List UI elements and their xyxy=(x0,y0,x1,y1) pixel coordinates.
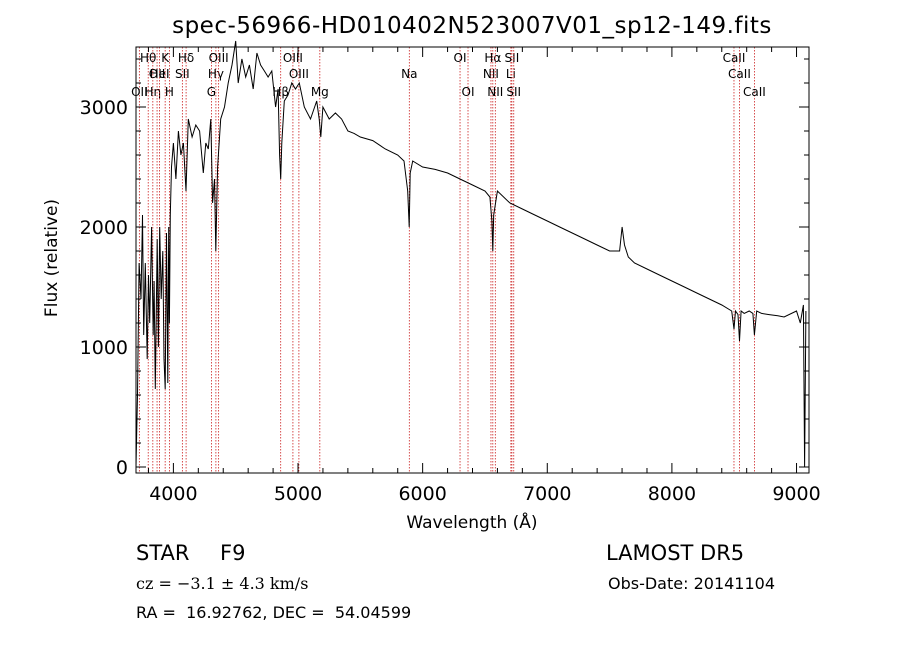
spectrum-series-line xyxy=(135,40,807,468)
x-tick-label: 8000 xyxy=(648,483,696,505)
observation-date: Obs-Date: 20141104 xyxy=(608,574,776,593)
axis-ticks: 4000 5000 6000 7000 8000 9000 0 1000 2000 3000 xyxy=(80,47,821,505)
line-label: OI xyxy=(462,85,475,99)
line-label: Hθ xyxy=(140,51,156,65)
x-tick-label: 4000 xyxy=(149,483,197,505)
line-label: CaII xyxy=(723,51,746,65)
line-label: OIII xyxy=(209,51,229,65)
y-tick-label: 1000 xyxy=(80,337,128,359)
line-label: Hγ xyxy=(208,67,224,81)
line-label: Hδ xyxy=(178,51,194,65)
line-label: H xyxy=(165,85,174,99)
line-label: SII xyxy=(506,85,521,99)
line-label: NII xyxy=(483,67,499,81)
line-label: SII xyxy=(175,67,190,81)
line-label: Hη xyxy=(145,85,162,99)
x-tick-label: 9000 xyxy=(772,483,820,505)
line-label: K xyxy=(161,51,170,65)
y-tick-label: 3000 xyxy=(80,97,128,119)
x-tick-label: 6000 xyxy=(398,483,446,505)
line-label: G xyxy=(207,85,216,99)
line-label: CaII xyxy=(728,67,751,81)
line-label: HeI xyxy=(150,67,170,81)
line-label: Hα xyxy=(484,51,501,65)
emission-line-markers: OIIHθHηOIIHeIKHSIIHδGHγOIIIHβOIIIOIIIMgN… xyxy=(131,47,766,473)
line-label: Li xyxy=(506,67,516,81)
line-label: NII xyxy=(487,85,503,99)
line-label: Mg xyxy=(311,85,329,99)
line-label: OII xyxy=(149,67,166,81)
line-label: CaII xyxy=(743,85,766,99)
y-tick-label: 2000 xyxy=(80,217,128,239)
plot-frame xyxy=(135,46,810,474)
x-tick-label: 7000 xyxy=(523,483,571,505)
y-tick-label: 0 xyxy=(116,457,128,479)
line-label: OII xyxy=(131,85,148,99)
line-label: Hβ xyxy=(272,85,289,99)
x-axis-label: Wavelength (Å) xyxy=(406,511,537,533)
line-label: SII xyxy=(505,51,520,65)
coordinates: RA = 16.92762, DEC = 54.04599 xyxy=(136,603,412,622)
object-type: STAR xyxy=(136,541,190,565)
line-label: Na xyxy=(401,67,417,81)
line-label: OIII xyxy=(289,67,309,81)
line-label: OIII xyxy=(283,51,303,65)
spectral-subclass: F9 xyxy=(220,541,246,565)
line-label: OI xyxy=(454,51,467,65)
redshift-velocity: cz = −3.1 ± 4.3 km/s xyxy=(136,574,309,593)
chart-title: spec-56966-HD010402N523007V01_sp12-149.f… xyxy=(172,13,772,39)
x-tick-label: 5000 xyxy=(274,483,322,505)
y-axis-label: Flux (relative) xyxy=(42,199,62,317)
survey-release: LAMOST DR5 xyxy=(606,541,745,565)
